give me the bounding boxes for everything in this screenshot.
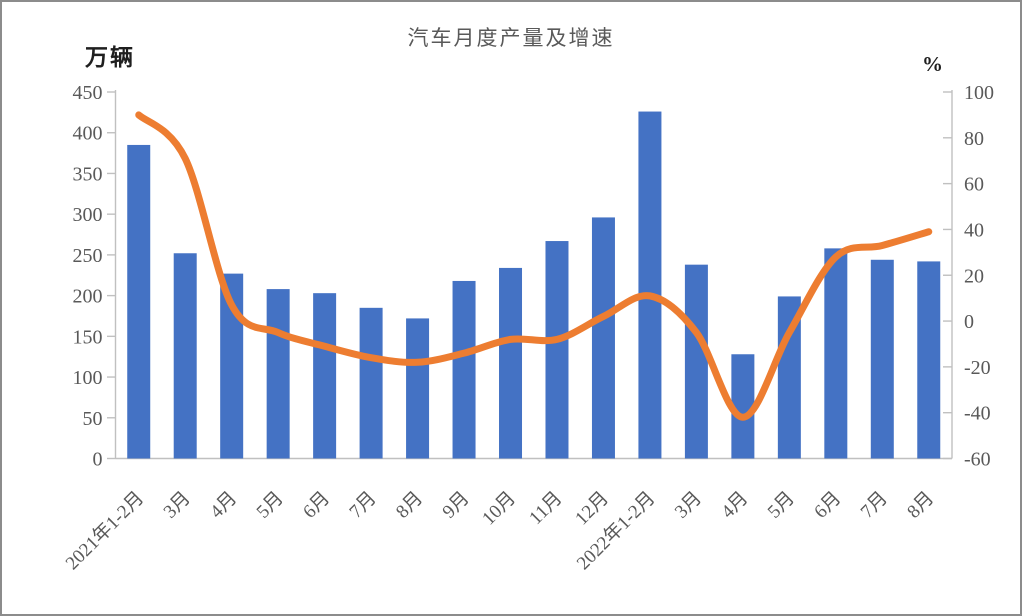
- growth-rate-line: [135, 111, 933, 421]
- production-bar: [824, 248, 848, 459]
- right-axis-tick-label: 0: [964, 311, 974, 333]
- x-axis-category-label: 12月: [571, 488, 613, 530]
- left-axis-unit-label: 万辆: [85, 45, 135, 70]
- left-axis-tick-label: 100: [73, 367, 103, 389]
- production-bar: [313, 293, 337, 459]
- x-axis-category-label: 7月: [857, 488, 892, 523]
- production-bar: [731, 354, 755, 459]
- production-bar: [591, 217, 615, 459]
- x-axis-category-label: 5月: [253, 488, 288, 523]
- production-bar: [127, 144, 151, 459]
- x-axis-category-label: 11月: [525, 488, 566, 529]
- production-bar: [870, 259, 894, 459]
- x-axis-category-label: 10月: [478, 488, 520, 530]
- right-axis-unit-label: %: [922, 52, 943, 76]
- production-bar: [173, 253, 197, 459]
- production-bar: [638, 111, 662, 459]
- chart-title: 汽车月度产量及增速: [407, 26, 615, 50]
- right-axis-tick-label: 60: [964, 174, 984, 196]
- x-axis-category-label: 4月: [206, 488, 241, 523]
- x-axis-category-label: 6月: [810, 488, 845, 523]
- left-axis-tick-label: 250: [73, 245, 103, 267]
- production-bar: [452, 280, 476, 459]
- left-axis-tick-label: 350: [73, 163, 103, 185]
- x-axis-category-label: 7月: [346, 488, 381, 523]
- left-axis-tick-label: 300: [73, 204, 103, 226]
- left-axis-tick-label: 450: [73, 82, 103, 104]
- x-axis-category-label: 9月: [439, 488, 474, 523]
- production-bar: [266, 289, 290, 459]
- right-axis-tick-label: 20: [964, 265, 984, 287]
- production-bar: [359, 307, 383, 459]
- x-axis-category-label: 5月: [764, 488, 799, 523]
- production-bar: [917, 261, 941, 459]
- right-axis-tick-label: -40: [964, 403, 991, 425]
- left-axis-tick-label: 150: [73, 326, 103, 348]
- right-axis-tick-label: -20: [964, 357, 991, 379]
- production-bar: [406, 318, 430, 459]
- production-bar: [684, 264, 708, 459]
- right-axis-tick-label: -60: [964, 449, 991, 471]
- right-axis-tick-label: 80: [964, 128, 984, 150]
- left-axis-tick-label: 200: [73, 286, 103, 308]
- x-axis-category-label: 4月: [717, 488, 752, 523]
- right-axis-tick-label: 100: [964, 82, 994, 104]
- left-axis-tick-label: 50: [83, 408, 103, 430]
- x-axis-category-label: 3月: [671, 488, 706, 523]
- x-axis-category-label: 8月: [903, 488, 938, 523]
- x-axis-category-label: 6月: [299, 488, 334, 523]
- x-axis-category-label: 2021年1-2月: [61, 487, 148, 574]
- right-axis-tick-label: 40: [964, 219, 984, 241]
- production-bar: [499, 267, 523, 459]
- x-axis-category-label: 8月: [392, 488, 427, 523]
- production-bar: [545, 241, 569, 459]
- left-axis-tick-label: 400: [73, 123, 103, 145]
- x-axis-category-label: 3月: [160, 488, 195, 523]
- production-bar: [220, 273, 244, 459]
- left-axis-tick-label: 0: [93, 449, 103, 471]
